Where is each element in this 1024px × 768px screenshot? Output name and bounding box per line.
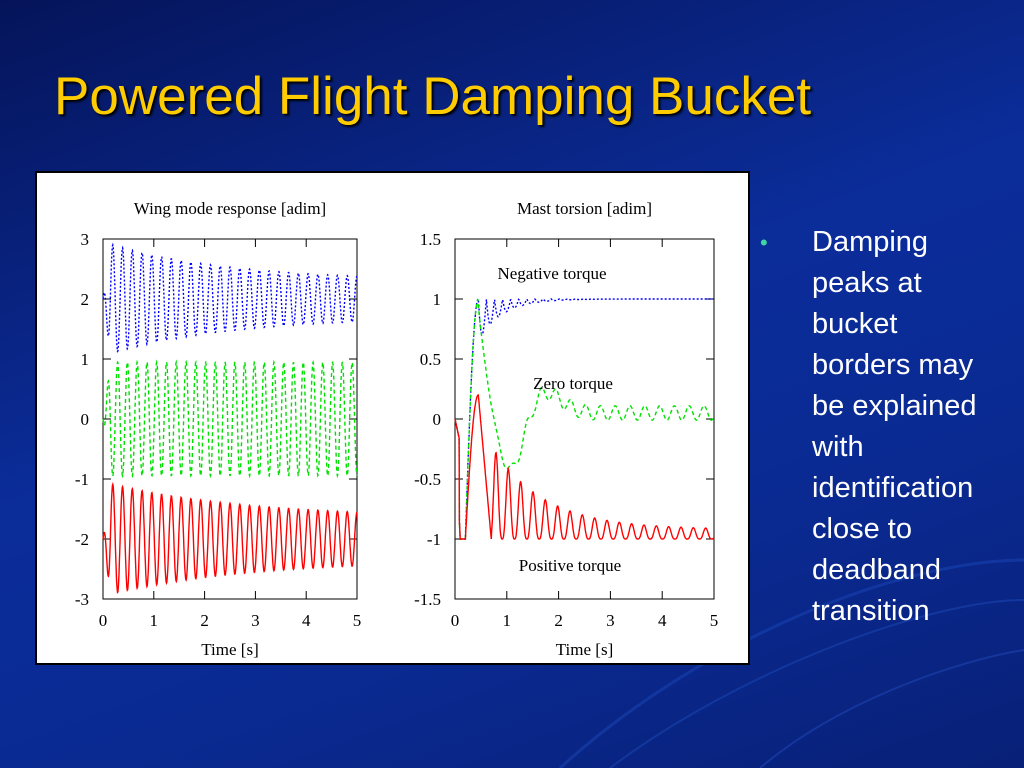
bullet-line: with — [812, 431, 864, 463]
y-tick-label: 3 — [81, 230, 90, 249]
series-line — [102, 242, 358, 353]
bullet-line: borders may — [812, 349, 974, 381]
x-tick-label: 2 — [200, 611, 209, 630]
x-axis-label: Time [s] — [556, 640, 613, 659]
y-tick-label: 0.5 — [420, 350, 441, 369]
x-tick-label: 4 — [658, 611, 667, 630]
series-line — [454, 394, 715, 540]
y-tick-label: -1 — [427, 530, 441, 549]
plot-frame — [102, 238, 358, 600]
series-line — [102, 359, 358, 479]
bullet-line: peaks at — [812, 267, 922, 299]
x-tick-label: 0 — [451, 611, 460, 630]
bullet-line: identification — [812, 472, 974, 504]
x-tick-label: 2 — [554, 611, 563, 630]
annotation-label: Zero torque — [533, 374, 613, 393]
figure-panel: Wing mode response [adim] Time [s] 0 1 2 3 4 5 3… — [35, 171, 750, 665]
x-tick-label: 0 — [99, 611, 108, 630]
y-tick-label: 1 — [433, 290, 442, 309]
bullet-line: close to — [812, 513, 912, 545]
x-tick-label: 5 — [353, 611, 362, 630]
y-tick-label: -1.5 — [414, 590, 441, 609]
charts-svg: Wing mode response [adim] Time [s] 0 1 2 3 4 5 3… — [75, 199, 719, 659]
y-tick-label: 0 — [433, 410, 442, 429]
y-tick-label: -1 — [75, 470, 89, 489]
bullet-item: • Damping peaks at bucket borders may be exp… — [760, 222, 1022, 632]
x-axis-label: Time [s] — [201, 640, 258, 659]
y-tick-label: -2 — [75, 530, 89, 549]
annotation-label: Positive torque — [519, 556, 621, 575]
series-line — [102, 481, 358, 594]
bullet-line: bucket — [812, 308, 898, 340]
bullet-line: be explained — [812, 390, 977, 422]
chart-title: Wing mode response [adim] — [134, 199, 326, 218]
chart-title: Mast torsion [adim] — [517, 199, 652, 218]
bullet-list: • Damping peaks at bucket borders may be exp… — [760, 222, 1022, 632]
bullet-line: Damping — [812, 226, 929, 258]
x-tick-label: 3 — [251, 611, 260, 630]
series-line — [454, 298, 715, 540]
x-tick-label: 3 — [606, 611, 615, 630]
x-tick-label: 1 — [503, 611, 512, 630]
bullet-marker: • — [760, 230, 768, 255]
bullet-text: Damping peaks at bucket borders may be expla… — [812, 222, 976, 632]
bullet-line: deadband — [812, 554, 942, 586]
y-tick-label: 1.5 — [420, 230, 441, 249]
y-tick-label: 1 — [81, 350, 90, 369]
x-tick-label: 1 — [150, 611, 159, 630]
series-line — [454, 297, 714, 540]
x-tick-label: 5 — [710, 611, 719, 630]
y-tick-label: -3 — [75, 590, 89, 609]
y-tick-label: 0 — [81, 410, 90, 429]
bullet-line: transition — [812, 595, 930, 627]
annotation-label: Negative torque — [497, 264, 606, 283]
y-tick-label: -0.5 — [414, 470, 441, 489]
x-tick-label: 4 — [302, 611, 311, 630]
slide-title: Powered Flight Damping Bucket — [54, 67, 812, 126]
y-tick-label: 2 — [81, 290, 90, 309]
